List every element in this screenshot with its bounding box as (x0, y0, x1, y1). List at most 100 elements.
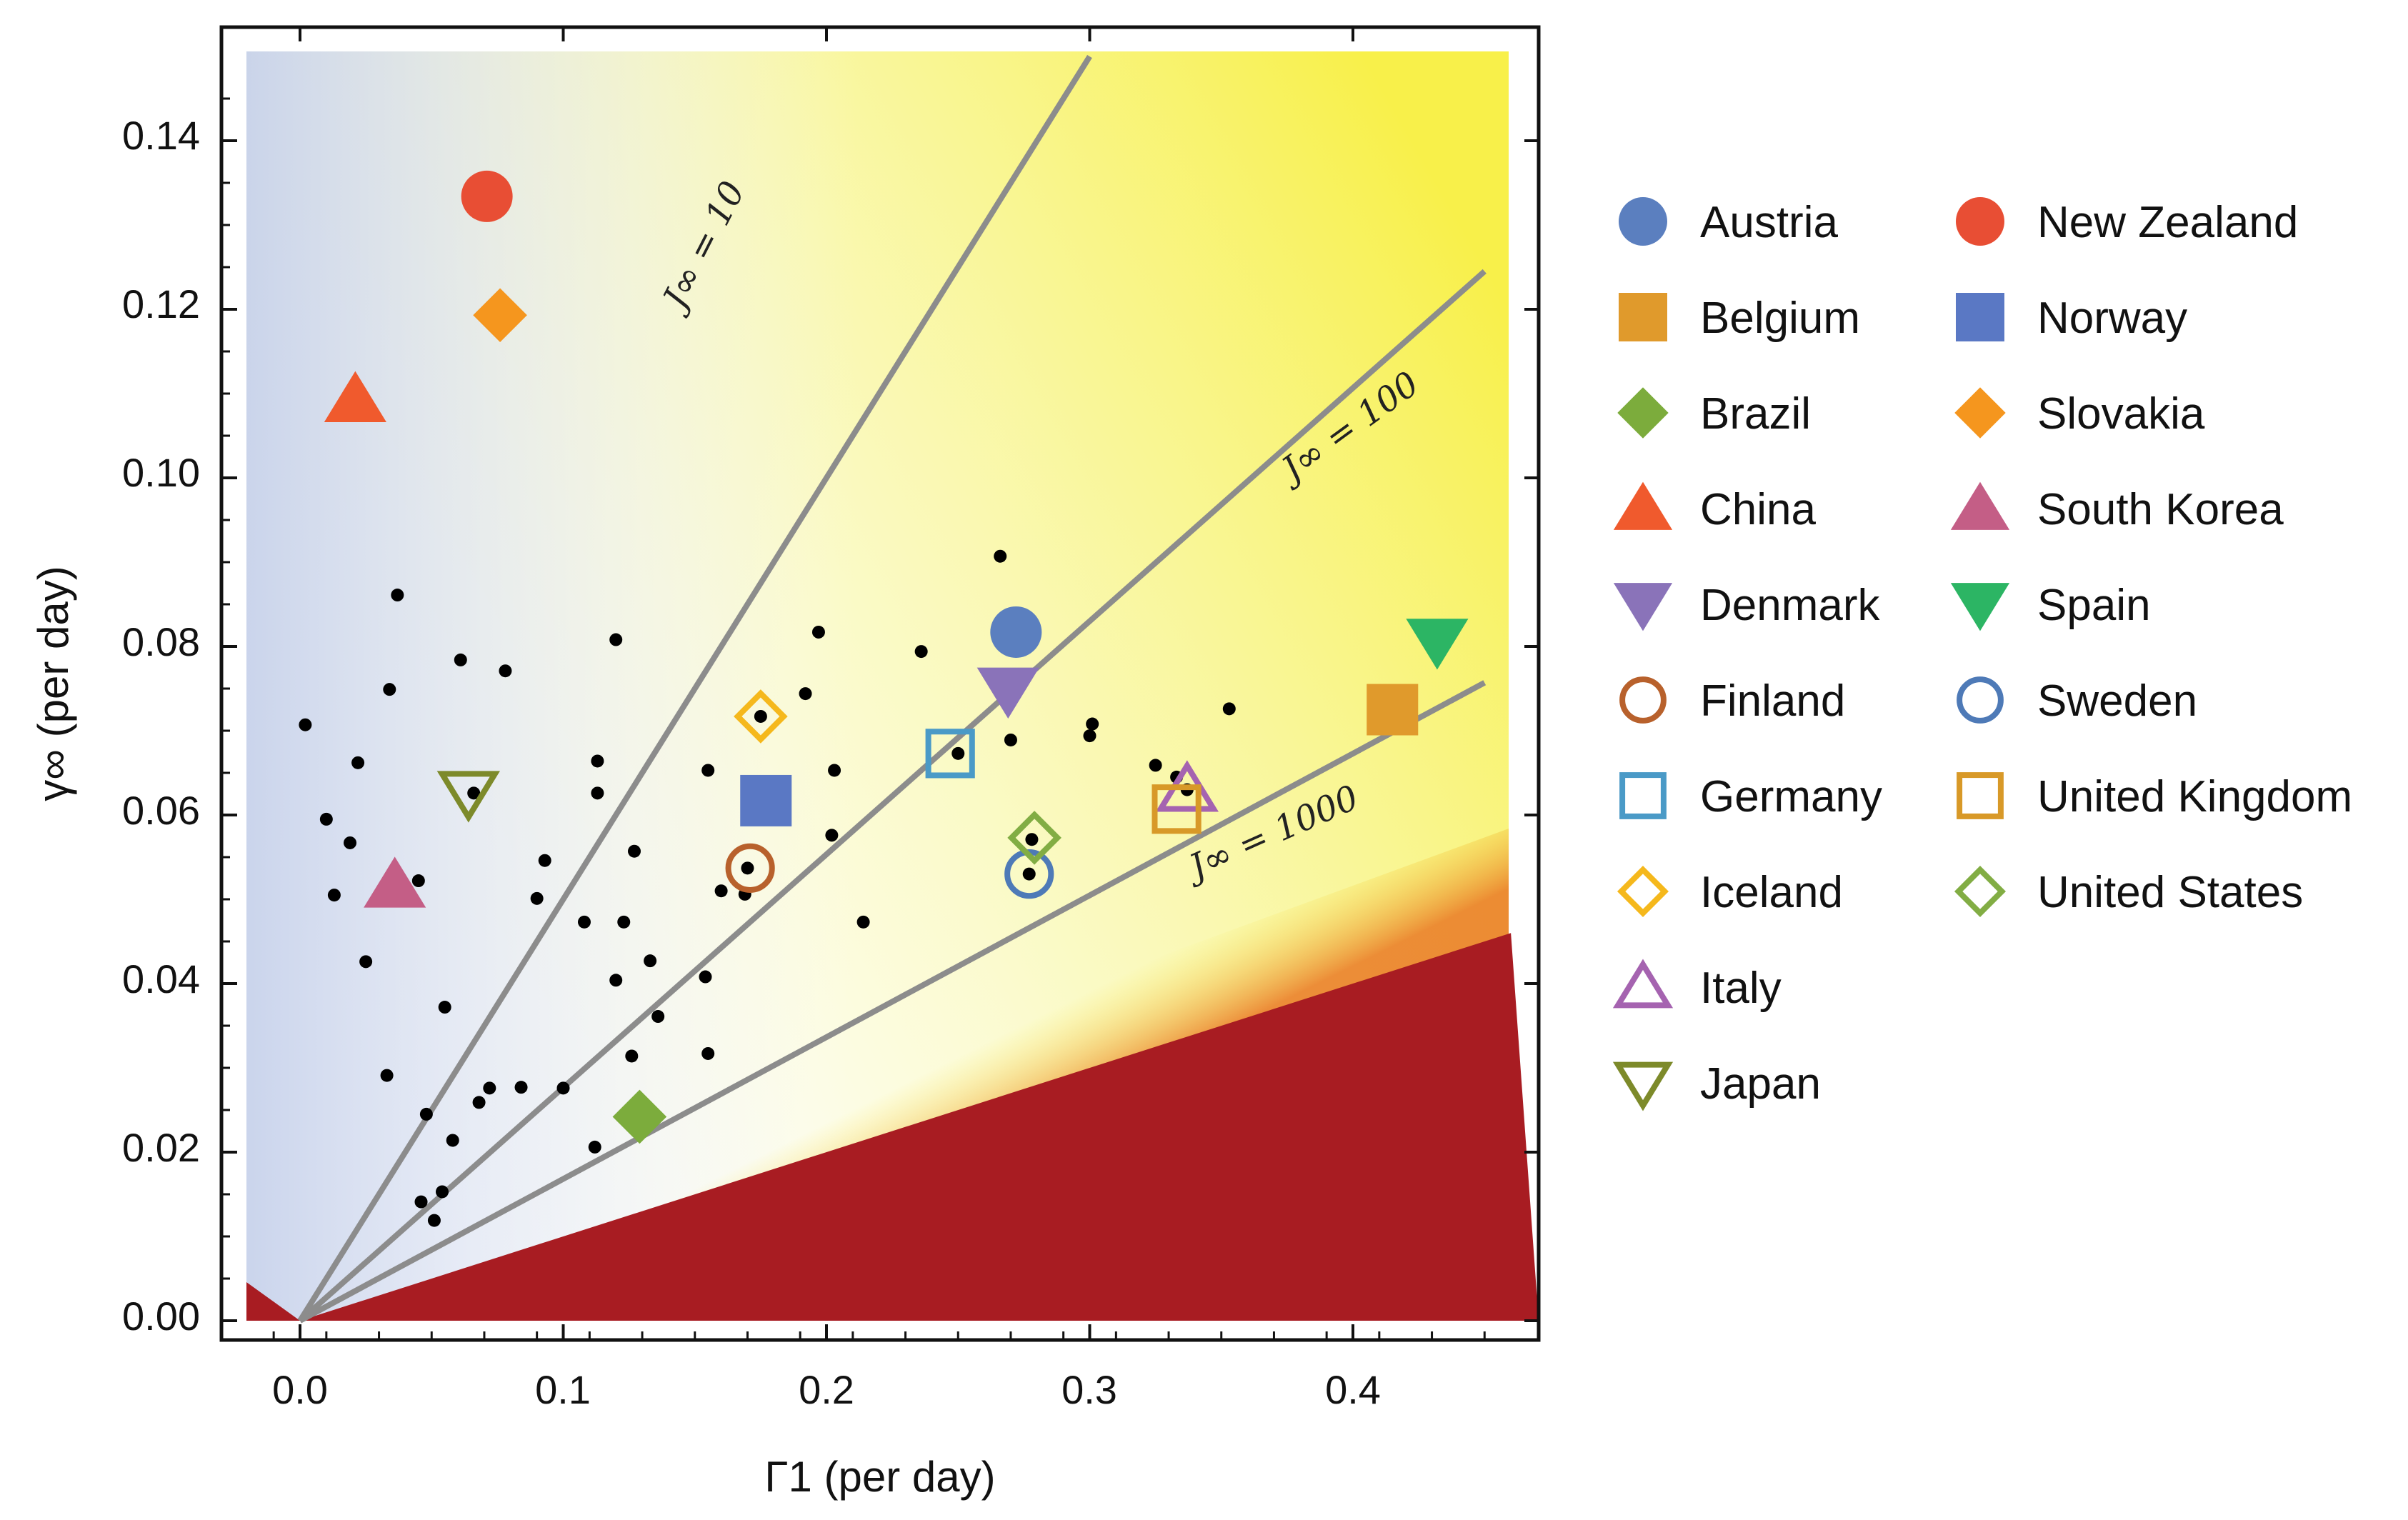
legend-label-italy: Italy (1700, 964, 1782, 1013)
marker-united-states (1007, 811, 1061, 865)
legend-marker-spain (1950, 583, 2010, 631)
legend-marker-china (1613, 481, 1673, 530)
legend-label-denmark: Denmark (1700, 581, 1881, 630)
legend-label-japan: Japan (1700, 1059, 1821, 1109)
infeasible-region (246, 933, 1539, 1321)
data-point (427, 1214, 441, 1227)
axis-ticks (221, 27, 1539, 1340)
legend-label-new-zealand: New Zealand (2037, 198, 2298, 247)
legend-label-slovakia: Slovakia (2037, 389, 2205, 439)
data-point (1022, 867, 1036, 881)
legend-label-belgium: Belgium (1700, 294, 1860, 343)
marker-austria (990, 606, 1042, 658)
data-point (699, 970, 712, 984)
y-tick-label: 0.04 (122, 956, 200, 1001)
data-point (499, 664, 512, 678)
y-tick-label: 0.00 (122, 1294, 200, 1339)
y-tick-label: 0.06 (122, 788, 200, 833)
y-tick-label: 0.14 (122, 113, 200, 158)
data-point (701, 1046, 715, 1060)
legend-label-china: China (1700, 485, 1817, 534)
legend-label-brazil: Brazil (1700, 389, 1811, 439)
x-tick-label: 0.0 (272, 1367, 328, 1412)
legend-label-germany: Germany (1700, 772, 1882, 821)
data-point (811, 625, 825, 639)
data-point (380, 1069, 394, 1082)
reference-line (298, 269, 1487, 1323)
marker-south-korea (364, 856, 426, 908)
data-point (414, 1195, 428, 1209)
data-point (299, 718, 312, 731)
y-tick-label: 0.12 (122, 281, 200, 326)
data-point (467, 786, 481, 800)
data-point (327, 889, 341, 902)
plot-frame (219, 25, 1541, 1342)
data-point (644, 954, 657, 968)
marker-spain (1406, 619, 1469, 670)
marker-iceland (734, 689, 788, 744)
data-point (411, 874, 425, 888)
data-point (701, 764, 715, 777)
legend-label-united-states: United States (2037, 868, 2303, 917)
data-point (438, 1001, 451, 1014)
legend-marker-united-kingdom (1957, 772, 2004, 819)
data-point (483, 1081, 496, 1095)
data-point (1025, 833, 1039, 846)
background-points (299, 549, 1236, 1227)
marker-belgium (1367, 684, 1419, 736)
data-point (514, 1081, 528, 1094)
data-point (914, 645, 928, 659)
marker-japan (436, 771, 500, 823)
marker-finland (725, 843, 775, 893)
marker-new-zealand (461, 170, 513, 222)
data-point (556, 1081, 570, 1095)
marker-united-kingdom (1151, 784, 1201, 834)
data-point (472, 1096, 486, 1109)
data-point (754, 709, 767, 723)
legend-marker-south-korea (1950, 481, 2010, 530)
data-point (856, 915, 870, 929)
legend-label-united-kingdom: United Kingdom (2037, 772, 2352, 821)
data-point (994, 549, 1007, 563)
marker-china (324, 371, 386, 422)
legend-label-spain: Spain (2037, 581, 2151, 630)
data-point (651, 1010, 665, 1024)
data-point (609, 974, 623, 987)
data-point (1083, 729, 1096, 743)
y-tick-label: 0.08 (122, 619, 200, 664)
marker-denmark (976, 667, 1039, 719)
data-point (419, 1107, 433, 1121)
data-point (1086, 717, 1099, 731)
data-point (577, 915, 591, 929)
data-point (383, 683, 396, 696)
data-point (625, 1049, 639, 1063)
data-point (741, 861, 754, 875)
data-point (591, 754, 604, 768)
data-point (359, 955, 373, 969)
marker-brazil (612, 1089, 667, 1144)
data-point (591, 786, 604, 800)
x-tick-label: 0.2 (799, 1367, 854, 1412)
legend-label-norway: Norway (2037, 294, 2187, 343)
y-axis-label: γ∞ (per day) (29, 566, 77, 801)
data-point (714, 884, 728, 898)
data-point (825, 829, 839, 842)
legend-marker-belgium (1619, 293, 1667, 341)
background-orange-band (300, 829, 1509, 1321)
data-point (391, 589, 404, 602)
data-point (828, 764, 841, 777)
reference-line (299, 680, 1487, 1324)
legend-marker-denmark (1613, 583, 1673, 631)
legend-marker-finland (1619, 676, 1667, 724)
legend-marker-japan (1612, 1061, 1674, 1111)
marker-slovakia (473, 288, 527, 343)
legend-marker-austria (1619, 197, 1667, 246)
data-point (617, 915, 631, 929)
data-point (627, 844, 641, 858)
data-point (435, 1185, 449, 1199)
marker-norway (740, 774, 792, 826)
data-point (1149, 759, 1162, 772)
legend-marker-slovakia (1954, 387, 2006, 439)
reference-line (297, 54, 1092, 1323)
legend-label-iceland: Iceland (1700, 868, 1843, 917)
